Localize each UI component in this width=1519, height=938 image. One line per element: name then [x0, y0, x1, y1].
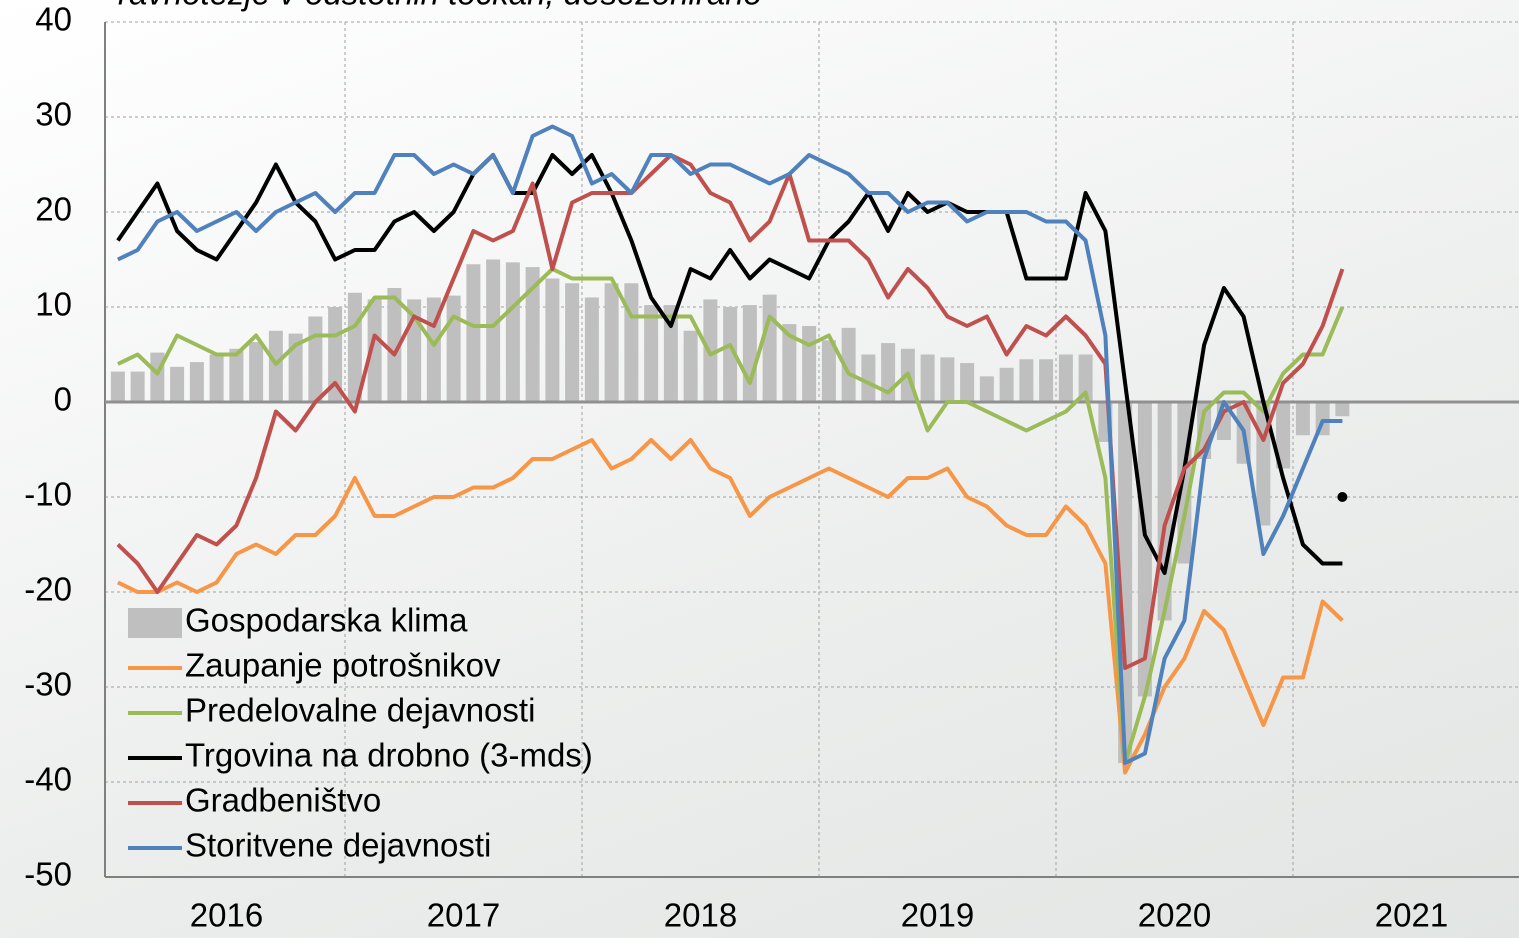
bar [1276, 402, 1291, 469]
y-tick-label: 0 [54, 381, 72, 418]
legend-swatch [128, 608, 182, 638]
x-tick-label: 2018 [664, 897, 737, 934]
bar [999, 367, 1014, 402]
series-line [117, 438, 1344, 775]
bar [762, 294, 777, 402]
bar [209, 354, 224, 402]
y-tick-label: 40 [35, 1, 72, 38]
bar [742, 305, 757, 402]
y-tick-label: 20 [35, 191, 72, 228]
bar [505, 262, 520, 402]
bar [170, 366, 185, 402]
bar [723, 307, 738, 402]
y-tick-label: 10 [35, 286, 72, 323]
marker-point [1337, 492, 1348, 502]
bar [841, 327, 856, 402]
bar [1335, 402, 1350, 417]
bar [229, 348, 244, 402]
series-line [116, 153, 1343, 575]
x-tick-label: 2016 [190, 897, 263, 934]
legend-label: Predelovalne dejavnosti [185, 692, 535, 729]
bar [130, 371, 145, 402]
y-tick-label: -10 [24, 476, 72, 513]
bar [584, 297, 599, 402]
series-line [117, 124, 1343, 765]
legend-label: Gradbeništvo [185, 782, 381, 819]
bar [328, 307, 343, 402]
bar [1078, 354, 1093, 402]
bar [249, 342, 264, 402]
bar [920, 354, 935, 402]
bar [1295, 402, 1310, 436]
x-tick-label: 2020 [1138, 897, 1211, 934]
bar [367, 299, 382, 402]
x-tick-label: 2019 [901, 897, 974, 934]
bar [446, 295, 461, 402]
bar [1019, 359, 1034, 402]
chart-title: ravnotežje v odstotnih točkah, desezonir… [118, 0, 762, 12]
series-line [116, 153, 1345, 670]
bar [268, 330, 283, 402]
bar [545, 278, 560, 402]
bar [940, 357, 955, 402]
series-line [117, 267, 1345, 765]
legend-label: Gospodarska klima [185, 602, 468, 639]
y-tick-label: -20 [24, 571, 72, 608]
bar [861, 354, 876, 402]
legend-label: Trgovina na drobno (3-mds) [185, 737, 593, 774]
x-tick-label: 2021 [1375, 897, 1448, 934]
bar [308, 316, 323, 402]
bar [387, 288, 402, 402]
y-tick-label: -50 [24, 856, 72, 893]
bar [565, 283, 580, 402]
bar [821, 340, 836, 402]
bar [663, 305, 678, 402]
bar [604, 283, 619, 402]
legend-label: Storitvene dejavnosti [185, 827, 491, 864]
y-tick-label: -30 [24, 666, 72, 703]
bar [979, 376, 994, 402]
y-tick-label: -40 [24, 761, 72, 798]
bar [644, 305, 659, 402]
bar [466, 264, 481, 402]
bar [782, 324, 797, 402]
bar [1039, 359, 1054, 402]
y-tick-label: 30 [35, 96, 72, 133]
bar [189, 362, 204, 402]
bar [486, 259, 501, 402]
bar [960, 363, 975, 402]
bar [110, 371, 125, 402]
legend-label: Zaupanje potrošnikov [185, 647, 501, 684]
x-tick-label: 2017 [427, 897, 500, 934]
bar [525, 267, 540, 402]
bar [624, 283, 639, 402]
bar [1058, 354, 1073, 402]
bar [683, 330, 698, 402]
bar [802, 326, 817, 402]
